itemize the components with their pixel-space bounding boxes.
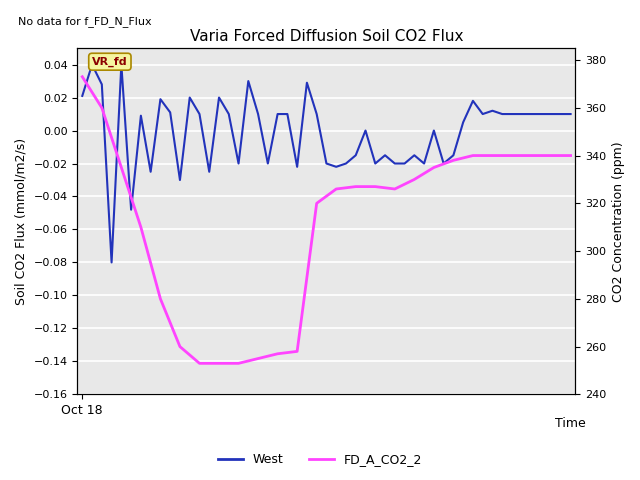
FD_A_CO2_2: [137, 224, 145, 230]
Line: West: West: [83, 65, 571, 263]
West: [108, 260, 115, 265]
Line: FD_A_CO2_2: FD_A_CO2_2: [83, 77, 571, 363]
FD_A_CO2_2: [449, 157, 457, 163]
FD_A_CO2_2: [410, 177, 418, 182]
FD_A_CO2_2: [567, 153, 575, 158]
West: [449, 152, 457, 158]
FD_A_CO2_2: [274, 351, 282, 357]
FD_A_CO2_2: [98, 105, 106, 111]
West: [557, 111, 564, 117]
Title: Varia Forced Diffusion Soil CO2 Flux: Varia Forced Diffusion Soil CO2 Flux: [189, 29, 463, 44]
FD_A_CO2_2: [293, 348, 301, 354]
FD_A_CO2_2: [235, 360, 243, 366]
FD_A_CO2_2: [196, 360, 204, 366]
FD_A_CO2_2: [430, 165, 438, 170]
West: [567, 111, 575, 117]
West: [244, 78, 252, 84]
Text: Time: Time: [555, 417, 586, 430]
FD_A_CO2_2: [508, 153, 516, 158]
FD_A_CO2_2: [254, 356, 262, 361]
FD_A_CO2_2: [371, 184, 379, 190]
West: [420, 161, 428, 167]
FD_A_CO2_2: [332, 186, 340, 192]
FD_A_CO2_2: [352, 184, 360, 190]
Y-axis label: CO2 Concentration (ppm): CO2 Concentration (ppm): [612, 141, 625, 301]
FD_A_CO2_2: [469, 153, 477, 158]
FD_A_CO2_2: [157, 296, 164, 302]
FD_A_CO2_2: [118, 165, 125, 170]
FD_A_CO2_2: [313, 201, 321, 206]
West: [205, 169, 213, 175]
FD_A_CO2_2: [215, 360, 223, 366]
FD_A_CO2_2: [528, 153, 536, 158]
West: [254, 111, 262, 117]
Y-axis label: Soil CO2 Flux (mmol/m2/s): Soil CO2 Flux (mmol/m2/s): [15, 138, 28, 305]
FD_A_CO2_2: [391, 186, 399, 192]
FD_A_CO2_2: [547, 153, 555, 158]
FD_A_CO2_2: [79, 74, 86, 80]
Legend: West, FD_A_CO2_2: West, FD_A_CO2_2: [213, 448, 427, 471]
West: [88, 62, 96, 68]
West: [79, 93, 86, 99]
FD_A_CO2_2: [176, 344, 184, 349]
Text: No data for f_FD_N_Flux: No data for f_FD_N_Flux: [18, 16, 151, 27]
FD_A_CO2_2: [488, 153, 496, 158]
Text: VR_fd: VR_fd: [92, 57, 127, 67]
